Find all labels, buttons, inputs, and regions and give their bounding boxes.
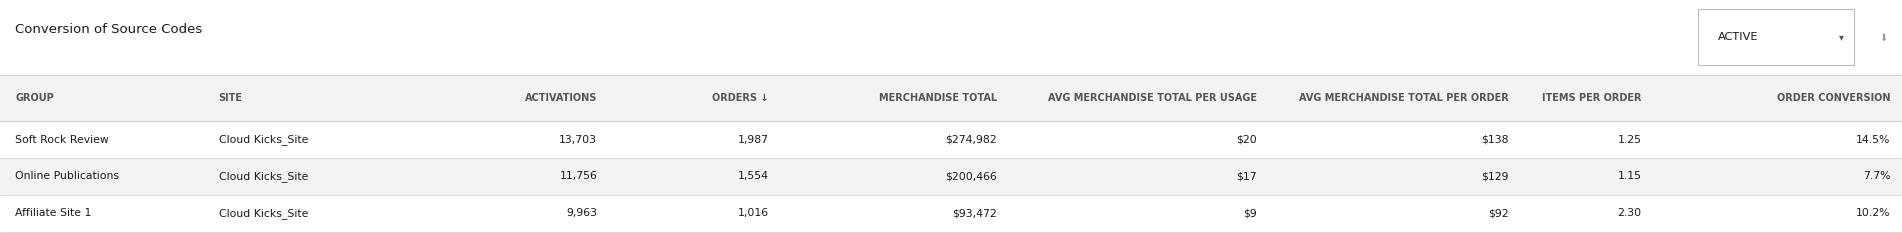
Text: ACTIVATIONS: ACTIVATIONS bbox=[525, 93, 597, 103]
Text: 9,963: 9,963 bbox=[567, 208, 597, 218]
Bar bbox=[0, 195, 1902, 232]
Text: ORDER CONVERSION: ORDER CONVERSION bbox=[1776, 93, 1891, 103]
Text: 7.7%: 7.7% bbox=[1864, 171, 1891, 181]
Text: ACTIVE: ACTIVE bbox=[1718, 32, 1757, 42]
Text: SITE: SITE bbox=[219, 93, 243, 103]
Text: Conversion of Source Codes: Conversion of Source Codes bbox=[15, 23, 202, 36]
Text: 2.30: 2.30 bbox=[1617, 208, 1641, 218]
Text: Cloud Kicks_Site: Cloud Kicks_Site bbox=[219, 171, 308, 182]
Text: Soft Rock Review: Soft Rock Review bbox=[15, 135, 108, 144]
FancyBboxPatch shape bbox=[1698, 9, 1854, 65]
Text: 1,554: 1,554 bbox=[738, 171, 768, 181]
Text: ITEMS PER ORDER: ITEMS PER ORDER bbox=[1543, 93, 1641, 103]
Bar bbox=[0, 158, 1902, 195]
Text: $20: $20 bbox=[1236, 135, 1257, 144]
Text: $92: $92 bbox=[1487, 208, 1508, 218]
Text: 14.5%: 14.5% bbox=[1856, 135, 1891, 144]
Text: GROUP: GROUP bbox=[15, 93, 53, 103]
Text: 1,987: 1,987 bbox=[738, 135, 768, 144]
Text: AVG MERCHANDISE TOTAL PER USAGE: AVG MERCHANDISE TOTAL PER USAGE bbox=[1048, 93, 1257, 103]
Text: 1,016: 1,016 bbox=[738, 208, 768, 218]
Text: 13,703: 13,703 bbox=[559, 135, 597, 144]
Text: $17: $17 bbox=[1236, 171, 1257, 181]
Bar bbox=[0, 75, 1902, 121]
Text: Online Publications: Online Publications bbox=[15, 171, 120, 181]
Text: $93,472: $93,472 bbox=[951, 208, 997, 218]
Text: $129: $129 bbox=[1482, 171, 1508, 181]
Text: MERCHANDISE TOTAL: MERCHANDISE TOTAL bbox=[879, 93, 997, 103]
Text: $138: $138 bbox=[1482, 135, 1508, 144]
Text: Affiliate Site 1: Affiliate Site 1 bbox=[15, 208, 91, 218]
Text: $9: $9 bbox=[1244, 208, 1257, 218]
Text: 1.25: 1.25 bbox=[1617, 135, 1641, 144]
Text: ORDERS ↓: ORDERS ↓ bbox=[711, 93, 768, 103]
Bar bbox=[0, 121, 1902, 158]
Bar bbox=[0, 232, 1902, 233]
Text: 10.2%: 10.2% bbox=[1856, 208, 1891, 218]
Text: ▾: ▾ bbox=[1839, 32, 1843, 42]
Text: $274,982: $274,982 bbox=[945, 135, 997, 144]
Text: Cloud Kicks_Site: Cloud Kicks_Site bbox=[219, 134, 308, 145]
Text: $200,466: $200,466 bbox=[945, 171, 997, 181]
Text: AVG MERCHANDISE TOTAL PER ORDER: AVG MERCHANDISE TOTAL PER ORDER bbox=[1299, 93, 1508, 103]
Text: ⬇: ⬇ bbox=[1879, 32, 1887, 42]
Text: 1.15: 1.15 bbox=[1617, 171, 1641, 181]
Text: Cloud Kicks_Site: Cloud Kicks_Site bbox=[219, 208, 308, 219]
Text: 11,756: 11,756 bbox=[559, 171, 597, 181]
